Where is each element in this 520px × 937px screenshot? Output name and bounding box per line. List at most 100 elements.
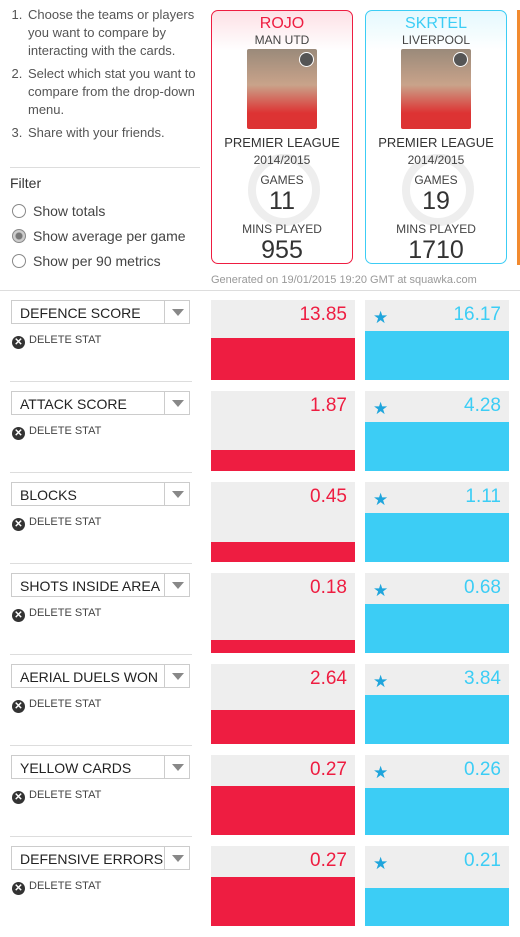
stat-bar xyxy=(211,542,355,562)
divider xyxy=(10,654,192,655)
delete-icon: ✕ xyxy=(12,427,25,440)
radio-button[interactable] xyxy=(12,204,26,218)
stat-bar xyxy=(211,786,355,835)
delete-icon: ✕ xyxy=(12,791,25,804)
delete-stat[interactable]: ✕ DELETE STAT xyxy=(12,698,101,713)
stat-value: 0.27 xyxy=(310,850,347,871)
games-label: GAMES xyxy=(414,173,458,187)
radio-button[interactable] xyxy=(12,254,26,268)
divider xyxy=(10,167,200,168)
player-photo xyxy=(247,49,317,129)
mins-label: MINS PLAYED xyxy=(396,222,476,236)
stat-value: 0.18 xyxy=(310,577,347,598)
radio-button[interactable] xyxy=(12,229,26,243)
stat-area: ★ 0.21 xyxy=(365,846,509,926)
divider xyxy=(10,836,192,837)
player-name: SKRTEL xyxy=(405,15,467,32)
stat-area: ★ 0.26 xyxy=(365,755,509,835)
star-icon: ★ xyxy=(373,581,389,600)
player-photo xyxy=(401,49,471,129)
stat-dropdown[interactable]: YELLOW CARDS xyxy=(11,755,190,779)
delete-stat[interactable]: ✕ DELETE STAT xyxy=(12,789,101,804)
delete-stat[interactable]: ✕ DELETE STAT xyxy=(12,425,101,440)
instruction: Select which stat you want to compare fr… xyxy=(26,65,200,119)
delete-icon: ✕ xyxy=(12,882,25,895)
stat-area: ★ 3.84 xyxy=(365,664,509,744)
delete-stat[interactable]: ✕ DELETE STAT xyxy=(12,516,101,531)
stat-name: DEFENCE SCORE xyxy=(20,305,141,321)
stat-value: 0.21 xyxy=(464,850,501,871)
delete-icon: ✕ xyxy=(12,336,25,349)
divider xyxy=(10,745,192,746)
stat-value: 1.11 xyxy=(465,486,501,507)
stat-dropdown[interactable]: ATTACK SCORE xyxy=(11,391,190,415)
stat-area: ★ 16.17 xyxy=(365,300,509,380)
star-icon: ★ xyxy=(373,672,389,691)
ring xyxy=(402,154,474,226)
team-name: LIVERPOOL xyxy=(401,33,471,47)
stat-name: DEFENSIVE ERRORS xyxy=(20,851,164,867)
badge xyxy=(453,52,468,67)
dropdown-arrow xyxy=(164,574,189,596)
delete-stat[interactable]: ✕ DELETE STAT xyxy=(12,880,101,895)
games: 11 xyxy=(269,187,295,215)
delete-label: DELETE STAT xyxy=(29,880,102,892)
delete-icon: ✕ xyxy=(12,518,25,531)
divider xyxy=(10,472,192,473)
stat-bar xyxy=(211,710,355,744)
ring xyxy=(248,154,320,226)
stat-name: YELLOW CARDS xyxy=(20,760,132,776)
mins: 955 xyxy=(261,236,303,264)
star-icon: ★ xyxy=(373,490,389,509)
radio-label: Show average per game xyxy=(33,228,186,244)
player-card[interactable]: SKRTEL LIVERPOOL PREMIER LEAGUE 2014/2015 GA… xyxy=(365,10,507,264)
stat-area: 13.85 xyxy=(211,300,355,380)
stat-value: 0.26 xyxy=(464,759,501,780)
divider xyxy=(0,290,520,291)
stat-area: ★ 4.28 xyxy=(365,391,509,471)
stat-name: SHOTS INSIDE AREA xyxy=(20,578,161,594)
stat-bar xyxy=(365,695,509,744)
stat-area: 0.45 xyxy=(211,482,355,562)
stat-dropdown[interactable]: SHOTS INSIDE AREA xyxy=(11,573,190,597)
delete-label: DELETE STAT xyxy=(29,516,102,528)
stat-bar xyxy=(365,887,509,926)
stat-area: ★ 1.11 xyxy=(365,482,509,562)
player-card[interactable]: ROJO MAN UTD PREMIER LEAGUE 2014/2015 GAMES 1… xyxy=(211,10,353,264)
star-icon: ★ xyxy=(373,399,389,418)
delete-label: DELETE STAT xyxy=(29,425,102,437)
dropdown-arrow xyxy=(164,665,189,687)
dropdown-arrow xyxy=(164,756,189,778)
stat-area: 0.27 xyxy=(211,755,355,835)
stat-value: 1.87 xyxy=(310,395,347,416)
team-name: MAN UTD xyxy=(254,33,310,47)
instructions: Choose the teams or players you want to … xyxy=(0,6,200,147)
radio-label: Show per 90 metrics xyxy=(33,253,161,269)
games-label: GAMES xyxy=(260,173,304,187)
stat-area: 0.18 xyxy=(211,573,355,653)
league: PREMIER LEAGUE xyxy=(224,135,340,150)
delete-stat[interactable]: ✕ DELETE STAT xyxy=(12,334,101,349)
stat-bar xyxy=(365,787,509,835)
radio-label: Show totals xyxy=(33,203,106,219)
delete-label: DELETE STAT xyxy=(29,334,102,346)
delete-label: DELETE STAT xyxy=(29,607,102,619)
stat-bar xyxy=(365,604,509,653)
stat-dropdown[interactable]: BLOCKS xyxy=(11,482,190,506)
stat-area: 1.87 xyxy=(211,391,355,471)
dropdown-arrow xyxy=(164,483,189,505)
stat-dropdown[interactable]: AERIAL DUELS WON xyxy=(11,664,190,688)
stat-dropdown[interactable]: DEFENSIVE ERRORS xyxy=(11,846,190,870)
instruction: Share with your friends. xyxy=(26,124,200,142)
delete-stat[interactable]: ✕ DELETE STAT xyxy=(12,607,101,622)
stat-value: 0.27 xyxy=(310,759,347,780)
league: PREMIER LEAGUE xyxy=(378,135,494,150)
stat-bar xyxy=(365,422,509,471)
stat-bar xyxy=(211,640,355,653)
stat-dropdown[interactable]: DEFENCE SCORE xyxy=(11,300,190,324)
star-icon: ★ xyxy=(373,308,389,327)
mins-label: MINS PLAYED xyxy=(242,222,322,236)
filter-title: Filter xyxy=(10,175,42,191)
stat-value: 13.85 xyxy=(299,304,347,325)
